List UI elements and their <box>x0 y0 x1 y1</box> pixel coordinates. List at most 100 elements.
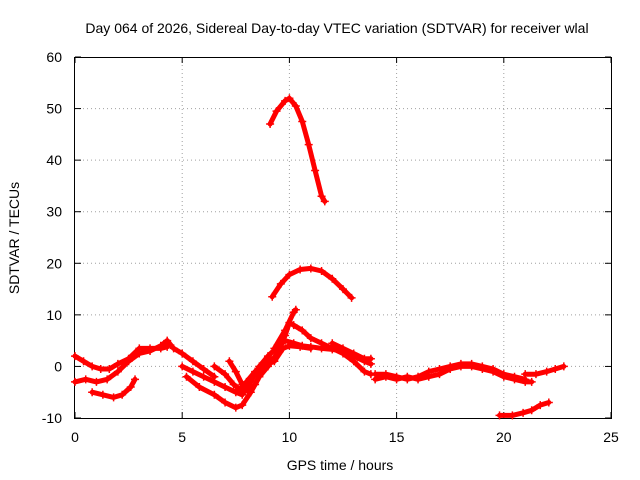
data-point <box>103 375 112 384</box>
y-tick-label: 30 <box>46 204 62 220</box>
data-point <box>244 388 253 397</box>
y-tick-label: 50 <box>46 101 62 117</box>
data-point <box>446 362 455 371</box>
data-point <box>478 362 487 371</box>
data-point <box>210 390 219 399</box>
data-point <box>195 383 204 392</box>
data-point <box>424 367 433 376</box>
series-arc-14 <box>521 362 568 379</box>
data-point <box>238 401 247 410</box>
axis-ticks: 0 5 10 15 20 25 -10 0 10 20 30 40 50 60 <box>42 49 619 445</box>
x-tick-label: 5 <box>178 429 186 445</box>
data-point <box>371 370 380 379</box>
x-tick-label: 0 <box>71 429 79 445</box>
data-point <box>281 96 290 105</box>
data-point <box>71 377 79 386</box>
data-point <box>531 370 540 379</box>
data-point <box>281 336 290 345</box>
data-point <box>285 341 294 350</box>
data-point <box>339 285 347 294</box>
x-tick-label: 20 <box>496 429 512 445</box>
x-tick-label: 15 <box>389 429 405 445</box>
series-arc-2 <box>268 264 356 302</box>
data-point <box>113 359 122 368</box>
data-point <box>109 393 118 402</box>
data-point <box>339 344 347 353</box>
data-point <box>306 334 315 343</box>
series-arc-1 <box>266 94 329 206</box>
data-series <box>71 94 568 420</box>
data-point <box>270 357 279 366</box>
data-point <box>311 166 320 175</box>
data-point <box>360 367 369 376</box>
data-point <box>169 344 178 353</box>
data-point <box>156 344 165 353</box>
data-point <box>536 401 545 410</box>
data-point <box>221 398 230 407</box>
data-point <box>291 101 300 110</box>
series-arc-11 <box>328 339 375 363</box>
series-arc-4 <box>71 342 172 374</box>
data-point <box>381 370 390 379</box>
data-point <box>188 367 197 376</box>
data-point <box>135 344 144 353</box>
data-point <box>281 326 290 335</box>
data-point <box>489 365 498 374</box>
data-point <box>113 367 122 376</box>
data-point <box>146 344 155 353</box>
data-point <box>306 264 315 273</box>
data-point <box>251 380 260 389</box>
data-point <box>510 372 519 381</box>
data-point <box>278 344 287 353</box>
y-tick-label: 60 <box>46 49 62 65</box>
data-point <box>188 357 197 366</box>
data-point <box>257 367 266 376</box>
data-point <box>163 342 172 351</box>
data-point <box>131 375 140 384</box>
data-point <box>238 380 247 389</box>
data-point <box>199 365 208 374</box>
data-point <box>499 370 508 379</box>
data-point <box>435 365 444 374</box>
data-point <box>508 411 517 420</box>
data-point <box>521 370 530 379</box>
data-point <box>527 377 536 386</box>
data-point <box>403 375 412 384</box>
data-point <box>527 406 536 415</box>
data-point <box>124 354 133 363</box>
x-tick-label: 25 <box>603 429 619 445</box>
y-tick-label: 0 <box>54 358 62 374</box>
data-point <box>559 362 568 371</box>
series-arc-5 <box>88 375 140 402</box>
data-point <box>231 403 240 412</box>
data-point <box>229 380 238 389</box>
series-arc-3 <box>71 336 219 386</box>
data-point <box>242 377 251 386</box>
data-point <box>221 370 230 379</box>
data-point <box>199 372 208 381</box>
data-point <box>236 385 245 394</box>
data-point <box>296 265 305 274</box>
data-point <box>328 274 337 283</box>
data-point <box>92 377 101 386</box>
data-point <box>118 390 127 399</box>
data-point <box>105 365 114 374</box>
data-point <box>71 352 79 361</box>
data-point <box>96 365 105 374</box>
data-point <box>210 362 219 371</box>
series-arc-15 <box>495 398 553 420</box>
data-point <box>317 267 326 276</box>
data-point <box>298 326 307 335</box>
data-point <box>289 321 298 330</box>
data-point <box>178 362 187 371</box>
data-point <box>285 270 294 279</box>
data-point <box>519 408 528 417</box>
data-point <box>347 293 356 302</box>
data-point <box>182 372 191 381</box>
data-point <box>98 390 107 399</box>
x-axis-label: GPS time / hours <box>287 457 394 473</box>
y-tick-label: -10 <box>42 410 62 426</box>
data-point <box>210 377 219 386</box>
data-point <box>414 372 423 381</box>
